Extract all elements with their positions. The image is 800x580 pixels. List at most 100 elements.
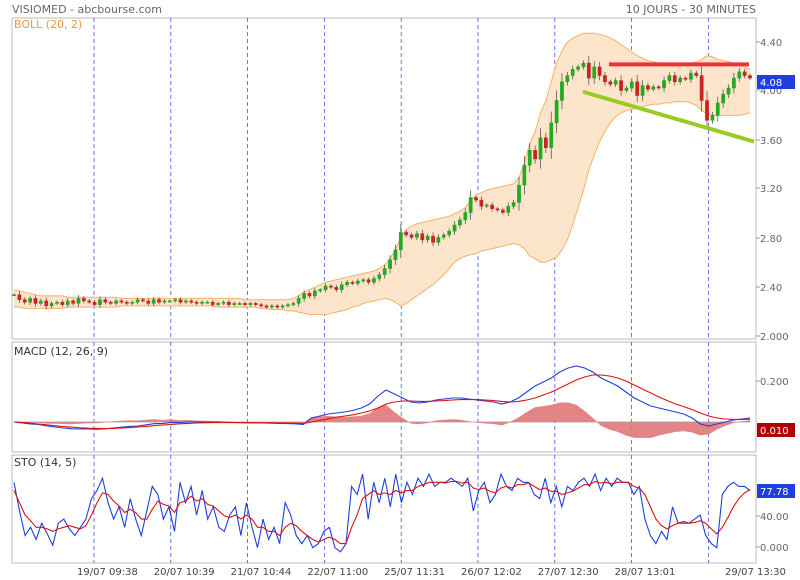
candle-body: [232, 303, 237, 305]
stochastic-panel: STO (14, 5): [11, 454, 757, 564]
candle-body: [253, 303, 258, 305]
candle-body: [726, 87, 731, 95]
candle-body: [683, 77, 688, 80]
candle-body: [22, 299, 27, 303]
candle-body: [173, 299, 178, 302]
bollinger-band-area: [14, 33, 750, 315]
candle-body: [366, 279, 371, 283]
candle-body: [667, 75, 672, 81]
candle-body: [33, 298, 38, 304]
candle-body: [345, 281, 349, 285]
candle-body: [361, 279, 366, 282]
candle-body: [748, 75, 752, 79]
candle-body: [533, 150, 537, 160]
candle-body: [721, 93, 726, 104]
candle-body: [463, 212, 468, 221]
candle-body: [678, 77, 683, 83]
candle-body: [275, 305, 280, 308]
candle-body: [227, 301, 231, 305]
candle-body: [92, 301, 97, 305]
candle-body: [103, 299, 108, 303]
bollinger-upper-line: [13, 32, 751, 301]
candle-body: [291, 303, 296, 305]
candle-body: [479, 199, 484, 207]
last-value-badge-2: [757, 484, 795, 498]
candle-body: [415, 233, 419, 238]
x-axis-label-0: 19/07 09:38: [77, 567, 138, 578]
x-axis-label-8: 29/07 13:30: [725, 567, 786, 578]
y-tick-label-0-3: 3.20: [760, 184, 782, 195]
candle-body: [71, 300, 75, 304]
x-axis-label-4: 25/07 11:31: [384, 567, 445, 578]
last-value-text-1: 0.010: [760, 426, 789, 437]
candle-body: [694, 72, 699, 76]
candle-body: [576, 66, 580, 70]
candle-body: [699, 75, 704, 101]
candle-body: [329, 285, 333, 288]
candle-body: [243, 303, 247, 305]
candle-body: [339, 284, 344, 290]
candle-body: [441, 234, 446, 238]
candle-body: [124, 301, 129, 304]
candle-body: [162, 300, 167, 303]
candle-body: [237, 303, 242, 305]
macd-series-0: [13, 365, 751, 430]
candle-body: [146, 300, 151, 304]
candle-body: [65, 300, 70, 305]
candle-body: [135, 299, 140, 303]
candle-body: [517, 184, 521, 203]
y-tick-label-2-0: 40.00: [760, 512, 789, 523]
candle-body: [323, 285, 328, 290]
y-tick-label-0-2: 3.60: [760, 136, 782, 147]
candle-body: [398, 232, 403, 251]
candle-body: [436, 237, 441, 243]
candle-body: [382, 268, 387, 276]
candle-body: [619, 80, 623, 91]
candle-body: [98, 299, 102, 305]
y-tick-label-0-5: 2.40: [760, 283, 782, 294]
last-value-badge-0: [757, 75, 795, 89]
support-line: [582, 89, 755, 144]
candle-body: [447, 230, 452, 236]
candle-body: [355, 280, 360, 284]
candle-body: [705, 100, 709, 121]
candle-body: [157, 299, 161, 303]
candle-body: [554, 100, 559, 124]
candle-body: [689, 72, 693, 80]
candle-body: [737, 71, 742, 79]
candle-body: [603, 75, 607, 83]
candle-body: [565, 75, 570, 83]
candle-body: [592, 66, 597, 79]
chart-period: 10 JOURS - 30 MINUTES: [626, 3, 756, 16]
x-axis-label-3: 22/07 11:00: [307, 567, 368, 578]
candle-body: [431, 235, 435, 243]
macd-histogram: [13, 402, 751, 438]
candle-body: [404, 232, 409, 236]
candle-body: [586, 62, 591, 79]
candle-body: [715, 102, 720, 116]
candle-body: [452, 224, 457, 232]
candle-body: [270, 305, 274, 308]
candle-body: [710, 115, 715, 121]
candle-body: [194, 301, 199, 304]
candle-body: [425, 235, 430, 241]
candle-body: [651, 86, 656, 90]
candle-body: [38, 300, 43, 304]
macd-series-1: [13, 374, 751, 430]
candle-body: [484, 204, 489, 207]
candle-body: [210, 301, 215, 305]
chart-source: VISIOMED - abcbourse.com: [12, 3, 162, 16]
candle-body: [420, 233, 425, 241]
candle-body: [216, 303, 221, 305]
candle-body: [662, 80, 666, 89]
candle-body: [742, 71, 747, 76]
candle-body: [151, 299, 156, 304]
candle-body: [608, 81, 613, 85]
candle-body: [259, 304, 263, 307]
x-axis-label-5: 26/07 12:02: [461, 567, 522, 578]
candle-body: [393, 249, 398, 261]
candle-body: [286, 304, 290, 307]
candle-body: [130, 301, 135, 304]
candle-body: [17, 294, 22, 300]
